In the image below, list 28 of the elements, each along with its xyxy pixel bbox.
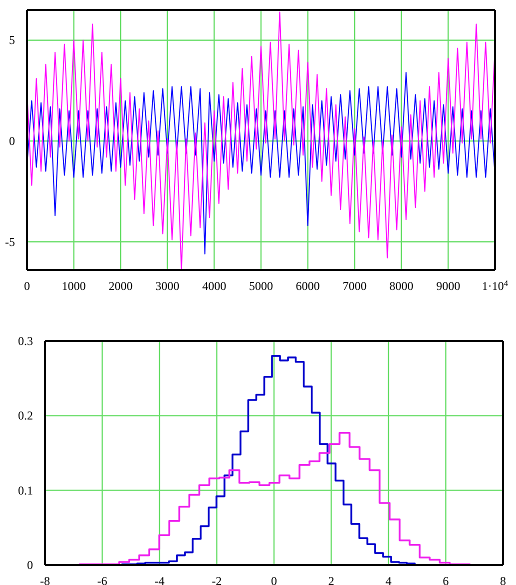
x-tick-label: 8 bbox=[500, 574, 506, 585]
x-tick-label: 9000 bbox=[436, 279, 460, 293]
line-series bbox=[27, 72, 495, 254]
x-tick-label: 5000 bbox=[249, 279, 273, 293]
y-tick-label: 5 bbox=[9, 33, 15, 48]
x-tick-label: 3000 bbox=[155, 279, 180, 293]
x-tick-label: -6 bbox=[97, 574, 108, 585]
y-tick-label: 0.2 bbox=[18, 408, 33, 423]
line-series bbox=[27, 12, 495, 270]
x-tick-label: 1000 bbox=[62, 279, 86, 293]
y-tick-label: -5 bbox=[5, 234, 15, 249]
y-tick-label: 0.3 bbox=[18, 334, 33, 348]
x-tick-label: 2 bbox=[328, 574, 334, 585]
x-tick-label: 6 bbox=[442, 574, 449, 585]
y-tick-label: 0 bbox=[27, 558, 33, 572]
x-tick-label: 0 bbox=[271, 574, 277, 585]
x-tick-label: 2000 bbox=[108, 279, 133, 293]
x-tick-label: 8000 bbox=[389, 279, 414, 293]
x-tick-label: -4 bbox=[154, 574, 164, 585]
y-tick-label: 0 bbox=[9, 134, 15, 148]
x-tick-label: 4000 bbox=[202, 279, 226, 293]
x-tick-label: 1·10$^{4}$ bbox=[482, 278, 509, 293]
y-tick-label: 0.1 bbox=[18, 483, 33, 498]
x-tick-label: 6000 bbox=[296, 279, 320, 293]
x-tick-label: 4 bbox=[386, 574, 392, 585]
x-tick-label: 7000 bbox=[342, 279, 367, 293]
x-tick-label: -2 bbox=[212, 574, 222, 585]
x-tick-label: -8 bbox=[40, 574, 50, 585]
